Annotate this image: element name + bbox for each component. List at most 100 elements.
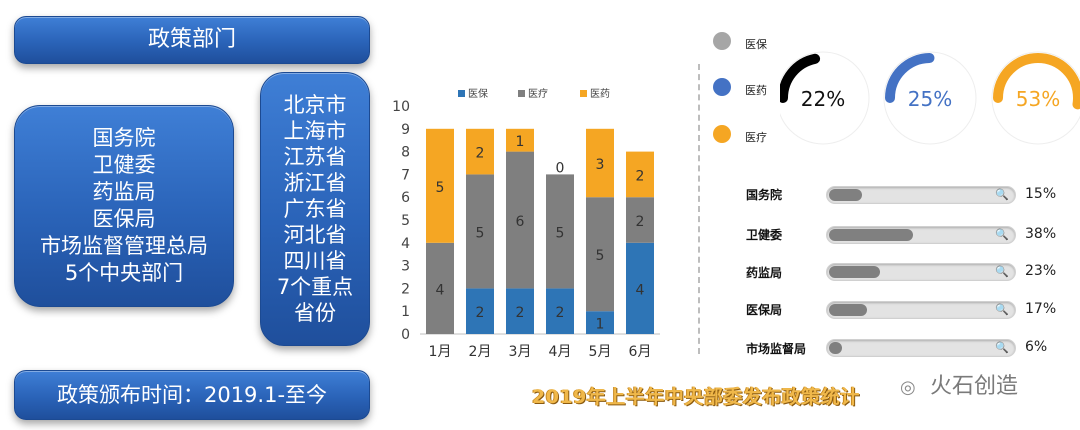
bar-track-guowuyuan: 🔍 [826, 186, 1016, 204]
data-label: 5 [596, 248, 605, 264]
donut-arc [993, 53, 1080, 143]
donut-value-label: 22% [801, 87, 845, 111]
chart-title: 2019年上半年中央部委发布政策统计 [532, 386, 860, 408]
legend-dot-yiyao [713, 78, 731, 96]
legend-label-yiyao: 医药 [745, 84, 767, 97]
data-label: 2 [556, 305, 565, 321]
wechat-icon: ◎ [900, 377, 916, 398]
data-label: 4 [636, 282, 645, 298]
dept-title-text: 政策部门 [147, 27, 236, 52]
bar-track-weijianwei: 🔍 [826, 226, 1016, 244]
central-dept-item: 药监局 [92, 180, 156, 204]
x-tick-label: 1月 [429, 344, 452, 360]
x-tick-label: 2月 [469, 344, 492, 360]
province-item: 河北省 [283, 223, 347, 247]
search-icon: 🔍 [995, 265, 1009, 278]
bar-fill [829, 304, 867, 316]
y-tick-label: 5 [401, 213, 410, 229]
policy-time-text: 政策颁布时间：2019.1-至今 [56, 383, 328, 407]
data-label: 2 [636, 168, 645, 184]
bar-pct-weijianwei: 38% [1025, 226, 1057, 242]
stacked-bar-chart: 012345678910医保医疗医药0451月2522月2613月2504月15… [392, 87, 660, 360]
y-tick-label: 6 [401, 190, 410, 206]
central-dept-item: 5个中央部门 [64, 261, 184, 285]
x-tick-label: 5月 [589, 344, 612, 360]
legend-label: 医疗 [528, 87, 548, 100]
bar-track-yaojianju: 🔍 [826, 263, 1016, 281]
data-label: 3 [596, 157, 605, 173]
bar-fill [829, 266, 880, 278]
bar-segment [546, 288, 574, 334]
donut-background [883, 51, 977, 145]
data-label: 2 [476, 305, 485, 321]
y-tick-label: 10 [392, 99, 410, 115]
bar-label-guowuyuan: 国务院 [746, 188, 783, 202]
data-label: 5 [476, 225, 485, 241]
province-item: 北京市 [283, 93, 347, 117]
province-item: 四川省 [283, 249, 347, 273]
y-tick-label: 8 [401, 145, 410, 161]
donut-arc [885, 53, 975, 143]
bar-label-yaojianju: 药监局 [746, 266, 783, 280]
legend-label: 医保 [468, 87, 488, 100]
brand-name: 火石创造 [930, 374, 1019, 399]
bar-segment [466, 288, 494, 334]
province-item: 广东省 [283, 197, 347, 221]
policy-department-title: 政策部门 [14, 16, 370, 64]
search-icon: 🔍 [995, 341, 1009, 354]
central-dept-item: 市场监督管理总局 [40, 234, 208, 258]
bar-pct-yibaoju: 17% [1025, 301, 1057, 317]
y-tick-label: 0 [401, 327, 410, 343]
data-label: 0 [556, 160, 565, 176]
search-icon: 🔍 [995, 228, 1009, 241]
bar-fill [829, 342, 843, 354]
donut-background [991, 51, 1080, 145]
bar-segment [506, 128, 534, 152]
bar-pct-shichangjianduju: 6% [1025, 339, 1048, 355]
bar-segment [506, 288, 534, 334]
donut-charts: 22% 25% 53% [780, 51, 1080, 145]
legend-swatch [518, 90, 525, 97]
section-divider [698, 64, 700, 354]
province-item: 上海市 [283, 119, 347, 143]
bar-track-shichangjianduju: 🔍 [826, 339, 1016, 357]
bar-segment [546, 174, 574, 289]
bar-pct-guowuyuan: 15% [1025, 186, 1057, 202]
legend-label: 医药 [590, 88, 610, 100]
data-label: 6 [516, 214, 525, 230]
central-dept-item: 国务院 [92, 126, 156, 150]
brand-watermark: ◎ 火石创造 [900, 368, 1018, 400]
bar-segment [626, 242, 654, 334]
legend-label-yiliao: 医疗 [745, 131, 767, 144]
bar-segment [586, 311, 614, 334]
legend-swatch [458, 90, 465, 97]
y-tick-label: 4 [401, 236, 410, 252]
bar-label-weijianwei: 卫健委 [746, 228, 783, 242]
data-label: 2 [476, 146, 485, 162]
bar-fill [829, 229, 913, 241]
bar-label-yibaoju: 医保局 [746, 303, 783, 317]
x-tick-label: 4月 [549, 344, 572, 360]
donut-value-label: 53% [1016, 87, 1060, 111]
bar-segment [426, 128, 454, 243]
data-label: 4 [436, 282, 445, 298]
donut-value-label: 25% [908, 87, 952, 111]
x-tick-label: 6月 [629, 344, 652, 360]
province-item: 省份 [294, 301, 336, 325]
bar-segment [466, 128, 494, 175]
provinces-box: 北京市 上海市 江苏省 浙江省 广东省 河北省 四川省 7个重点 省份 [260, 72, 370, 346]
donut-arc [780, 53, 868, 143]
province-item: 浙江省 [283, 171, 347, 195]
legend-dot-yiliao [713, 125, 731, 143]
x-tick-label: 3月 [509, 344, 532, 360]
data-label: 1 [516, 134, 525, 150]
central-dept-item: 医保局 [92, 207, 156, 231]
y-tick-label: 7 [401, 167, 410, 183]
data-label: 5 [436, 180, 445, 196]
y-tick-label: 1 [401, 304, 410, 320]
bar-segment [626, 151, 654, 198]
donut-background [780, 51, 870, 145]
province-item: 7个重点 [276, 275, 354, 299]
y-tick-label: 2 [401, 281, 410, 297]
central-departments-box: 国务院 卫健委 药监局 医保局 市场监督管理总局 5个中央部门 [14, 105, 234, 307]
